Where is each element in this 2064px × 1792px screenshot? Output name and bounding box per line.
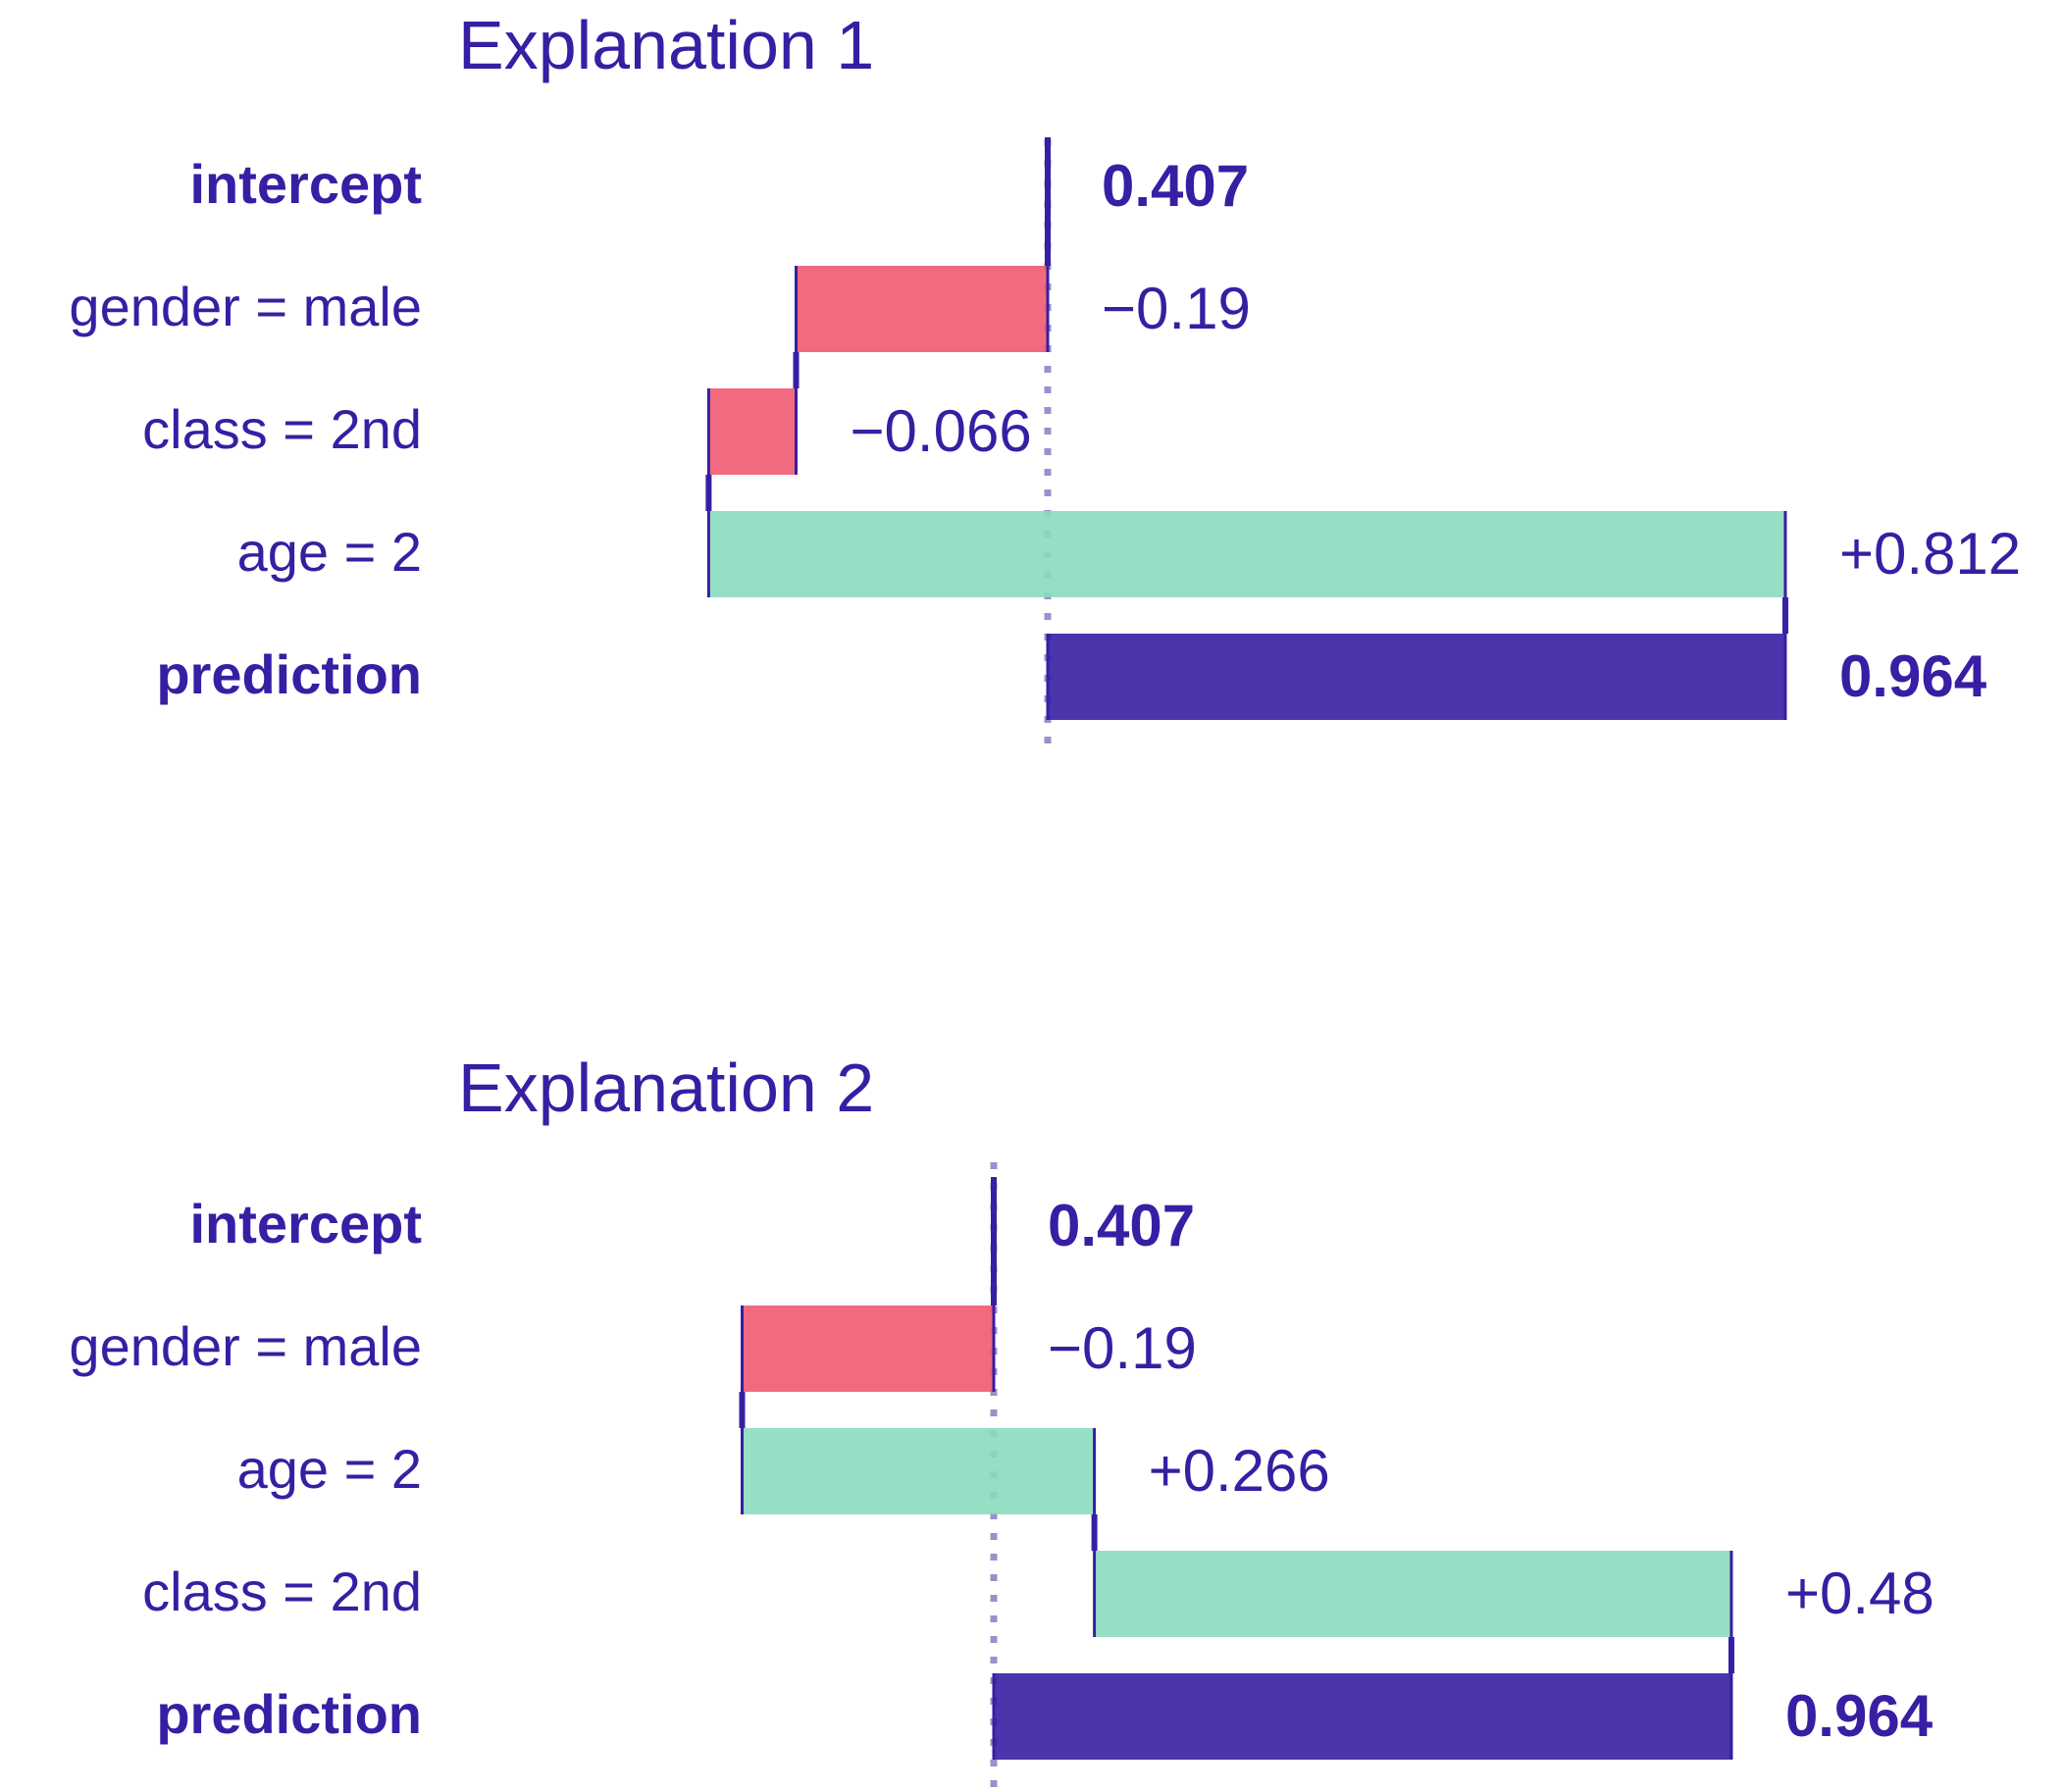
positive-contribution-bar <box>742 1428 1095 1514</box>
positive-contribution-bar <box>708 511 1785 597</box>
category-label: intercept <box>190 1193 423 1254</box>
category-label: gender = male <box>69 1315 422 1377</box>
category-label: intercept <box>190 153 423 215</box>
chart-title: Explanation 2 <box>458 1050 874 1126</box>
data-label: −0.19 <box>1048 1315 1197 1381</box>
data-label: +0.812 <box>1839 521 2021 587</box>
bar-row-gender-male: gender = male −0.19 <box>69 1306 1197 1428</box>
bar-row-age-2: age = 2 +0.812 <box>237 511 2021 634</box>
data-label: 0.964 <box>1839 643 1987 709</box>
data-label: −0.19 <box>1102 276 1251 341</box>
data-label: 0.407 <box>1048 1193 1195 1258</box>
prediction-bar <box>1048 634 1785 720</box>
category-label: class = 2nd <box>142 1561 422 1622</box>
bar-row-prediction: prediction 0.964 <box>156 1673 1934 1760</box>
data-label: 0.964 <box>1785 1683 1934 1749</box>
data-label: −0.066 <box>851 398 1032 464</box>
bar-row-age-2: age = 2 +0.266 <box>237 1428 1330 1551</box>
bar-row-intercept: intercept 0.407 <box>190 1177 1195 1306</box>
negative-contribution-bar <box>742 1306 994 1392</box>
data-label: +0.48 <box>1785 1561 1935 1626</box>
negative-contribution-bar <box>708 388 797 475</box>
bar-row-prediction: prediction 0.964 <box>156 634 1987 720</box>
positive-contribution-bar <box>1094 1551 1731 1637</box>
category-label: prediction <box>156 1683 422 1745</box>
bar-row-gender-male: gender = male −0.19 <box>69 266 1251 388</box>
category-label: gender = male <box>69 276 422 337</box>
data-label: +0.266 <box>1149 1438 1330 1504</box>
bar-row-class-2nd: class = 2nd −0.066 <box>142 388 1032 511</box>
bar-row-class-2nd: class = 2nd +0.48 <box>142 1551 1935 1673</box>
data-label: 0.407 <box>1102 153 1249 219</box>
category-label: age = 2 <box>237 521 422 583</box>
break-down-panel-2: Explanation 2 intercept 0.407 gender = male… <box>69 1050 1935 1787</box>
chart-title: Explanation 1 <box>458 7 874 83</box>
category-label: age = 2 <box>237 1438 422 1500</box>
break-down-panel-1: Explanation 1 intercept 0.407 gender = male… <box>69 7 2021 745</box>
prediction-bar <box>994 1673 1731 1760</box>
category-label: prediction <box>156 643 422 705</box>
bar-row-intercept: intercept 0.407 <box>190 137 1249 266</box>
negative-contribution-bar <box>796 266 1048 352</box>
category-label: class = 2nd <box>142 398 422 460</box>
